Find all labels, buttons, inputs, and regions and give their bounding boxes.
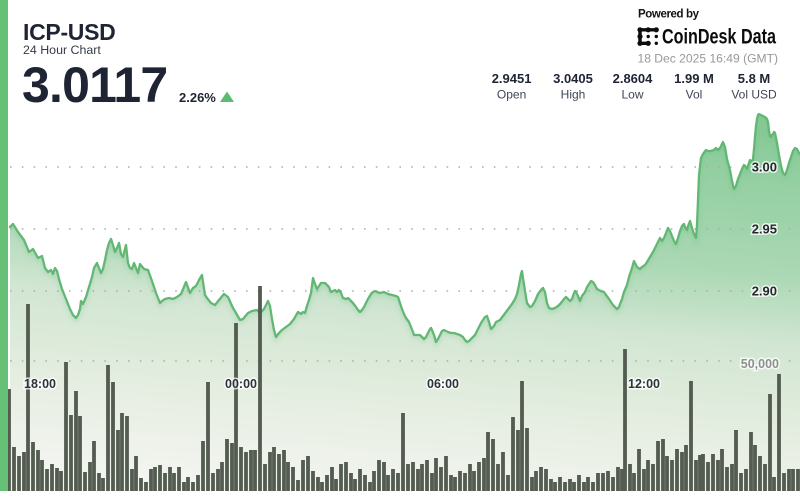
svg-text:Open: Open [497,88,526,102]
svg-text:CoinDesk Data: CoinDesk Data [662,26,776,49]
svg-text:Powered by: Powered by [638,9,700,21]
svg-text:12:00: 12:00 [628,377,660,391]
svg-text:5.8 M: 5.8 M [738,71,771,86]
svg-text:2.8604: 2.8604 [613,71,654,86]
svg-text:00:00: 00:00 [225,377,257,391]
svg-text:ICP-USD: ICP-USD [23,19,115,45]
svg-text:High: High [561,88,586,102]
svg-text:06:00: 06:00 [427,377,459,391]
svg-text:3.0405: 3.0405 [553,71,593,86]
svg-text:2.95: 2.95 [752,222,777,237]
svg-text:3.00: 3.00 [752,160,777,175]
svg-text:Vol: Vol [686,88,703,102]
svg-text:18:00: 18:00 [24,377,56,391]
svg-text:Low: Low [621,88,643,102]
svg-text:2.26%: 2.26% [179,90,216,105]
svg-text:24 Hour Chart: 24 Hour Chart [23,43,101,57]
svg-text:50,000: 50,000 [741,357,779,371]
svg-text:18 Dec 2025 16:49 (GMT): 18 Dec 2025 16:49 (GMT) [638,52,779,66]
svg-text:1.99 M: 1.99 M [674,71,714,86]
svg-text:Vol USD: Vol USD [731,88,777,102]
svg-text:2.9451: 2.9451 [492,71,532,86]
svg-text:2.90: 2.90 [752,284,777,299]
svg-text:3.0117: 3.0117 [22,57,167,113]
